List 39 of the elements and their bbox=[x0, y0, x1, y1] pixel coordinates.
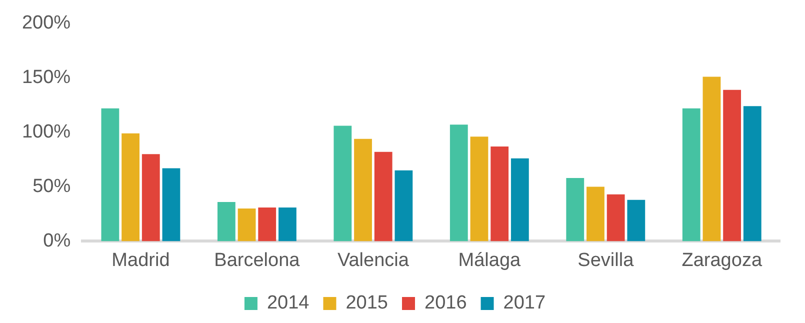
bar bbox=[470, 136, 488, 242]
bar bbox=[586, 186, 604, 242]
bar bbox=[354, 138, 372, 242]
bar bbox=[162, 168, 180, 242]
bar bbox=[723, 90, 742, 242]
y-tick-label: 100% bbox=[22, 122, 71, 143]
x-tick-label: Zaragoza bbox=[682, 250, 762, 271]
x-tick-label: Sevilla bbox=[578, 250, 634, 271]
bar bbox=[606, 194, 625, 242]
bar bbox=[450, 124, 468, 242]
bar bbox=[394, 170, 413, 242]
x-tick-label: Madrid bbox=[112, 250, 170, 271]
bar bbox=[101, 108, 120, 242]
legend-label: 2015 bbox=[346, 292, 388, 314]
bar bbox=[702, 76, 721, 242]
bar bbox=[142, 154, 160, 242]
bar bbox=[278, 207, 296, 242]
legend-label: 2016 bbox=[424, 292, 467, 314]
bar bbox=[334, 126, 352, 242]
bar bbox=[258, 207, 276, 242]
bar bbox=[122, 133, 140, 242]
x-tick-label: Valencia bbox=[337, 250, 410, 271]
bar bbox=[682, 108, 700, 242]
x-tick-label: Málaga bbox=[458, 250, 521, 271]
y-tick-label: 0% bbox=[43, 230, 71, 252]
bar bbox=[217, 202, 236, 242]
x-tick-label: Barcelona bbox=[214, 250, 300, 271]
legend-label: 2017 bbox=[503, 292, 546, 314]
bar bbox=[627, 200, 646, 242]
y-tick-label: 200% bbox=[22, 12, 71, 34]
bar bbox=[566, 178, 584, 242]
bar bbox=[374, 152, 392, 242]
bar bbox=[743, 106, 762, 242]
legend-label: 2014 bbox=[266, 292, 310, 314]
bar bbox=[238, 208, 256, 242]
bar bbox=[490, 146, 509, 242]
y-tick-label: 50% bbox=[32, 176, 71, 197]
bar bbox=[510, 158, 529, 242]
y-tick-label: 150% bbox=[22, 67, 71, 88]
